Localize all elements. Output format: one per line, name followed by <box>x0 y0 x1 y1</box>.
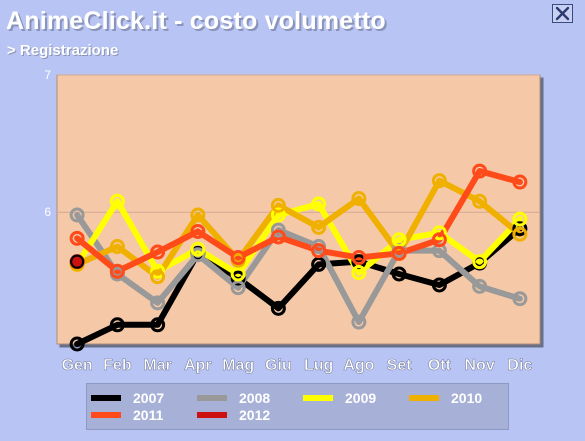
data-point-2008[interactable] <box>270 222 286 238</box>
series-line-2008 <box>74 211 523 326</box>
data-point-2010[interactable] <box>190 207 206 223</box>
y-tick-label: 6 <box>44 205 51 219</box>
data-point-2007[interactable] <box>69 336 85 352</box>
data-point-2009[interactable] <box>431 225 447 241</box>
x-tick-label: Apr <box>184 357 212 374</box>
x-tick-label: Mag <box>222 357 254 374</box>
legend-label: 2011 <box>133 407 164 423</box>
data-point-2009[interactable] <box>512 211 528 227</box>
data-point-2009[interactable] <box>109 193 125 209</box>
data-point-2011[interactable] <box>351 250 367 266</box>
data-point-2011[interactable] <box>512 174 528 190</box>
data-point-2007[interactable] <box>431 277 447 293</box>
data-point-2009[interactable] <box>190 241 206 257</box>
data-point-2010[interactable] <box>150 269 166 285</box>
legend-label: 2009 <box>345 390 377 406</box>
legend-label: 2007 <box>133 390 165 406</box>
legend-label: 2012 <box>239 407 271 423</box>
data-point-2008[interactable] <box>512 291 528 307</box>
x-tick-label: Set <box>387 357 413 374</box>
x-tick-label: Ott <box>428 357 452 374</box>
data-point-2010[interactable] <box>431 173 447 189</box>
legend-swatch <box>197 412 227 418</box>
data-point-2009[interactable] <box>150 263 166 279</box>
data-point-2011[interactable] <box>150 244 166 260</box>
data-point-2008[interactable] <box>472 278 488 294</box>
y-tick-label: 7 <box>44 68 51 82</box>
x-tick-label: Nov <box>465 357 495 374</box>
data-point-2010[interactable] <box>472 193 488 209</box>
page-subtitle: > Registrazione <box>7 42 119 59</box>
data-point-2011[interactable] <box>431 232 447 248</box>
legend-swatch <box>197 395 227 401</box>
data-point-2010[interactable] <box>311 219 327 235</box>
x-tick-label: Ago <box>343 357 374 374</box>
data-point-2011[interactable] <box>230 250 246 266</box>
data-point-2009[interactable] <box>351 265 367 281</box>
data-point-2009[interactable] <box>391 232 407 248</box>
data-point-2008[interactable] <box>69 207 85 223</box>
data-point-2008[interactable] <box>351 314 367 330</box>
data-point-2008[interactable] <box>190 247 206 263</box>
legend-item-2008: 2008 <box>197 390 270 406</box>
legend-item-2009: 2009 <box>303 390 376 406</box>
legend-swatch <box>409 395 439 401</box>
data-point-2007[interactable] <box>512 221 528 237</box>
data-point-2007[interactable] <box>311 256 327 272</box>
data-point-2009[interactable] <box>270 207 286 223</box>
x-tick-label: Dic <box>507 357 532 374</box>
legend-swatch <box>303 395 333 401</box>
data-point-2011[interactable] <box>270 229 286 245</box>
legend-swatch <box>91 412 121 418</box>
data-point-2011[interactable] <box>109 263 125 279</box>
x-tick-label: Lug <box>304 357 333 374</box>
legend-swatch <box>91 395 121 401</box>
data-point-2011[interactable] <box>311 243 327 259</box>
data-point-2008[interactable] <box>150 295 166 311</box>
data-point-2009[interactable] <box>311 196 327 212</box>
data-point-2011[interactable] <box>472 163 488 179</box>
x-tick-label: Gen <box>62 357 93 374</box>
legend: 2007 2008 2009 2010 2011 2012 <box>86 383 509 430</box>
page-title: AnimeClick.it - costo volumetto <box>6 7 386 35</box>
legend-label: 2010 <box>451 390 483 406</box>
data-point-2010[interactable] <box>270 197 286 213</box>
legend-item-2007: 2007 <box>91 390 164 406</box>
data-point-2012[interactable] <box>70 254 85 269</box>
data-point-2010[interactable] <box>109 239 125 255</box>
data-point-2007[interactable] <box>270 300 286 316</box>
x-tick-label: Mar <box>143 357 171 374</box>
data-point-2007[interactable] <box>109 317 125 333</box>
data-point-2007[interactable] <box>391 266 407 282</box>
legend-item-2011: 2011 <box>91 407 163 423</box>
data-point-2009[interactable] <box>230 266 246 282</box>
data-point-2011[interactable] <box>190 223 206 239</box>
close-icon <box>555 6 570 21</box>
data-point-2007[interactable] <box>150 317 166 333</box>
x-tick-label: Feb <box>103 357 132 374</box>
close-button[interactable] <box>552 4 573 23</box>
data-point-2011[interactable] <box>391 245 407 261</box>
legend-item-2012: 2012 <box>197 407 270 423</box>
x-tick-label: Giu <box>265 357 292 374</box>
legend-item-2010: 2010 <box>409 390 482 406</box>
data-point-2008[interactable] <box>230 280 246 296</box>
legend-label: 2008 <box>239 390 271 406</box>
data-point-2011[interactable] <box>69 230 85 246</box>
data-point-2010[interactable] <box>351 191 367 207</box>
data-point-2009[interactable] <box>472 254 488 270</box>
data-point-2010[interactable] <box>512 226 528 242</box>
